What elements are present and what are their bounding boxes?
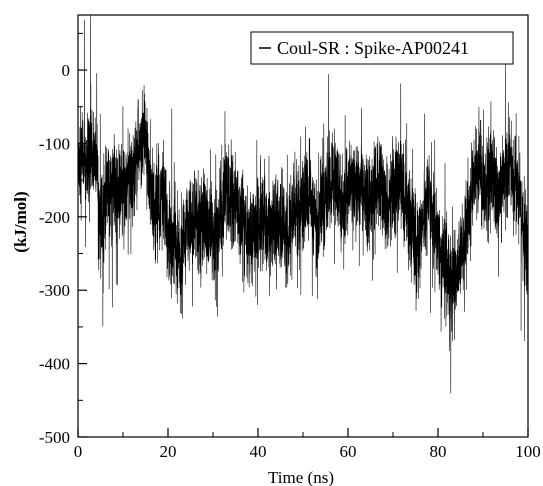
y-axis-title: (kJ/mol): [11, 191, 30, 252]
y-tick-label: -300: [39, 281, 70, 300]
x-tick-label: 100: [515, 442, 541, 461]
legend-label: Coul-SR : Spike-AP00241: [277, 38, 469, 58]
x-tick-label: 20: [160, 442, 177, 461]
axes: 0 20 40 60 80 100 0 -100 -200 -300 -400 -500: [39, 14, 541, 461]
y-tick-label: -400: [39, 355, 70, 374]
y-tick-label: -200: [39, 208, 70, 227]
series-line: [78, 15, 528, 394]
x-tick-label: 80: [430, 442, 447, 461]
y-tick-label: -100: [39, 134, 70, 153]
legend: Coul-SR : Spike-AP00241: [250, 31, 514, 65]
x-tick-label: 40: [250, 442, 267, 461]
plot-area: [78, 15, 528, 394]
x-axis-title: Time (ns): [268, 468, 334, 486]
y-tick-label: 0: [62, 61, 71, 80]
x-tick-label: 60: [340, 442, 357, 461]
y-tick-label: -500: [39, 428, 70, 447]
legend-box: [250, 31, 514, 65]
x-tick-label: 0: [74, 442, 83, 461]
